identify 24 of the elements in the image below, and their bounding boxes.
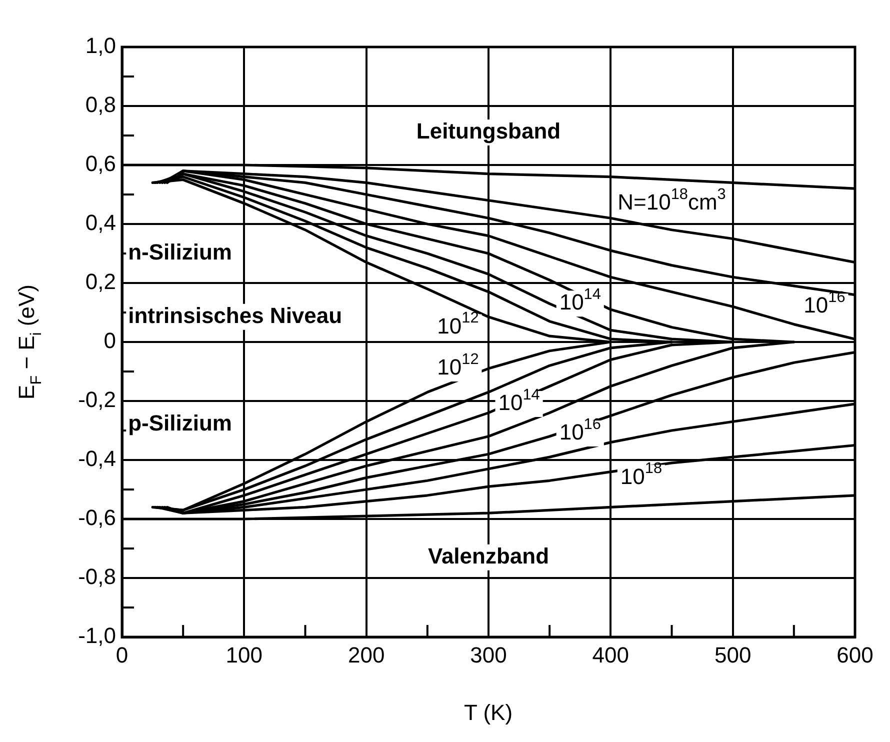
x-axis-title: T (K) — [464, 700, 513, 726]
annotation: n-Silizium — [128, 240, 232, 265]
y-tick-label: 1,0 — [85, 33, 116, 58]
y-tick-label: 0,8 — [85, 92, 116, 118]
y-tick-label: 0 — [104, 328, 116, 354]
y-tick-label: -0,6 — [78, 505, 116, 530]
y-tick-label: 0,2 — [85, 269, 116, 294]
x-tick-label: 500 — [714, 642, 752, 668]
x-tick-label: 200 — [348, 642, 385, 668]
y-tick-label: -1,0 — [78, 623, 116, 648]
y-tick-label: 0,4 — [85, 210, 116, 236]
annotation: Leitungsband — [416, 118, 561, 144]
x-tick-label: 600 — [836, 642, 874, 668]
x-tick-label: 400 — [592, 642, 630, 668]
y-tick-label: -0,2 — [78, 387, 116, 412]
y-tick-label: 0,6 — [85, 151, 116, 176]
annotation: p-Silizium — [128, 410, 232, 436]
annotation: Valenzband — [428, 543, 550, 568]
y-tick-label: -0,8 — [78, 564, 116, 590]
annotation: intrinsisches Niveau — [128, 302, 342, 328]
x-tick-label: 300 — [470, 642, 507, 668]
y-tick-label: -0,4 — [78, 446, 116, 472]
x-tick-label: 100 — [226, 642, 263, 668]
y-axis-title: EF − Ei (eV) — [14, 284, 46, 400]
